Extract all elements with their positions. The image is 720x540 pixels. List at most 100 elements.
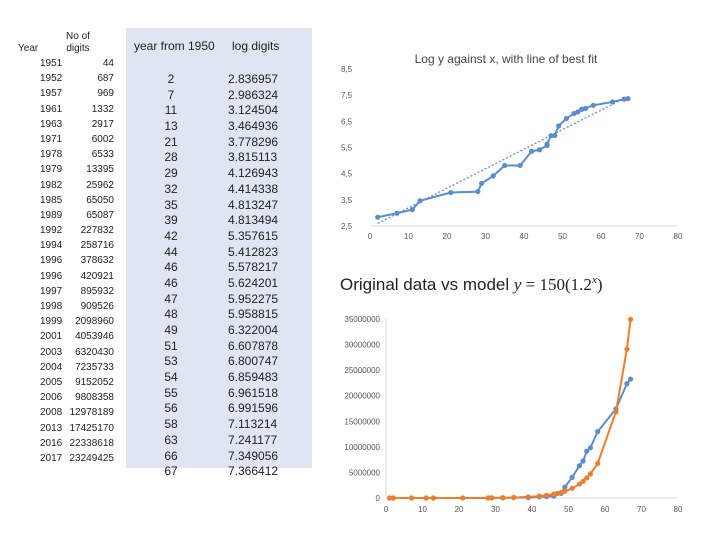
original-data-line — [389, 378, 632, 499]
best-fit-trendline — [377, 95, 629, 224]
log-data-point — [417, 198, 423, 204]
table1-row: 1982 25962 — [18, 178, 114, 193]
y-tick-label: 4,5 — [341, 170, 353, 179]
table1-row: 1957 969 — [18, 86, 114, 101]
table2-row: 46 5.578217 — [128, 260, 316, 276]
log-data-point — [448, 189, 454, 196]
x-tick-label: 30 — [491, 505, 500, 514]
log-chart: Log y against x, with line of best fit 8… — [341, 52, 683, 241]
table1-row: 1998 909526 — [18, 299, 114, 314]
table1-digits-cell: 17425170 — [69, 422, 115, 434]
table1-row: 2005 9152052 — [18, 375, 114, 390]
model-chart-title-y: y — [512, 275, 522, 294]
table1-row: 1989 65087 — [18, 208, 114, 223]
original-data-point — [576, 463, 583, 469]
x-tick-label: 50 — [564, 505, 573, 514]
log-data-point — [556, 123, 562, 129]
table2-log-cell: 4.813494 — [228, 213, 279, 228]
table1-digits-cell: 23249425 — [69, 452, 115, 464]
table2-x-cell: 54 — [164, 370, 178, 385]
table2-x-cell: 48 — [164, 307, 178, 322]
model-point — [627, 316, 634, 323]
year-from-1950-header: year from 1950 — [134, 39, 215, 53]
table2-x-cell: 29 — [164, 166, 178, 181]
table1-row: 1996 420921 — [18, 269, 114, 284]
table1-year-cell: 2004 — [40, 361, 63, 373]
model-point — [624, 346, 630, 352]
table2-log-cell: 6.961518 — [228, 385, 279, 400]
table1-year-cell: 1982 — [40, 179, 63, 191]
log-series — [375, 96, 631, 220]
log-series-line — [377, 97, 629, 219]
table2-log-cell: 4.126943 — [228, 166, 279, 181]
model-point — [576, 481, 583, 487]
y-tick-label: 0 — [376, 494, 381, 503]
table1-row: 1978 6533 — [18, 147, 114, 162]
table1-year-cell: 2001 — [40, 331, 63, 343]
model-point — [489, 495, 495, 501]
model-point — [587, 471, 593, 477]
table1-year-cell: 2005 — [40, 376, 63, 388]
y-tick-label: 35000000 — [344, 315, 380, 324]
model-chart-title: Original data vs model y = 150(1.2x) — [340, 274, 602, 294]
table2-row: 46 5.624201 — [128, 276, 316, 292]
y-tick-label: 10000000 — [344, 443, 380, 452]
table1-year-cell: 1961 — [40, 103, 63, 115]
table2-log-cell: 6.322004 — [228, 323, 279, 337]
y-tick-label: 2,5 — [341, 222, 353, 231]
original-data-point — [587, 445, 593, 451]
table2-shade-col2 — [216, 28, 312, 468]
x-tick-label: 30 — [481, 232, 490, 241]
table1-digits-cell: 6533 — [91, 149, 114, 161]
table1-digits-cell: 4053946 — [75, 331, 114, 343]
digits-header: No of digits — [58, 31, 98, 55]
model-point — [536, 493, 542, 499]
table1-digits-cell: 2098960 — [75, 316, 114, 328]
table1-year-cell: 1999 — [40, 316, 63, 328]
table1-year-cell: 1985 — [40, 194, 63, 206]
log-data-point — [583, 105, 589, 112]
table2-log-cell: 5.578217 — [228, 260, 279, 275]
table2-x-cell: 58 — [164, 417, 178, 432]
table1-digits-cell: 420921 — [80, 270, 114, 282]
table2-row: 55 6.961518 — [128, 386, 316, 402]
model-point — [544, 492, 550, 498]
table1-digits-cell: 65087 — [86, 209, 114, 221]
table1-year-cell: 1996 — [40, 255, 63, 267]
model-series — [387, 316, 634, 501]
table1-digits-cell: 12978189 — [69, 407, 115, 419]
table2-row: 21 3.778296 — [128, 135, 316, 151]
model-point — [525, 494, 531, 500]
table2-log-cell: 2.986324 — [228, 87, 279, 102]
table1-row: 1971 6002 — [18, 132, 114, 147]
table1-digits-cell: 6002 — [91, 133, 114, 145]
y-tick-label: 8,5 — [341, 65, 353, 74]
y-tick-label: 5000000 — [349, 468, 381, 477]
x-tick-label: 20 — [455, 505, 464, 514]
model-chart: Original data vs model y = 150(1.2x) 350… — [340, 274, 683, 514]
table2-row: 2 2.836957 — [128, 72, 316, 88]
table1-row: 2017 23249425 — [18, 451, 114, 466]
y-tick-label: 7,5 — [341, 91, 353, 100]
table2-x-cell: 47 — [164, 291, 178, 306]
table2-x-cell: 46 — [164, 260, 178, 275]
table2-log-cell: 5.357615 — [228, 228, 279, 243]
table2-x-cell: 66 — [164, 448, 178, 463]
table2-row: 13 3.464936 — [128, 119, 316, 135]
log-data-point — [625, 96, 631, 102]
table2-log-cell: 7.349056 — [228, 448, 279, 463]
table2-row: 63 7.241177 — [128, 433, 316, 449]
table2-log-cell: 6.991596 — [228, 401, 279, 416]
model-chart-title-exp: x — [591, 274, 597, 286]
table1-row: 1992 227832 — [18, 223, 114, 238]
table1-digits-cell: 969 — [97, 88, 114, 100]
model-point — [423, 495, 429, 501]
x-tick-label: 40 — [528, 505, 537, 514]
table1-year-cell: 1992 — [40, 225, 63, 237]
table2-log-cell: 3.815113 — [228, 150, 278, 165]
table1-row: 2006 9808358 — [18, 390, 114, 405]
table1-row: 2001 4053946 — [18, 329, 114, 344]
original-data-point — [627, 376, 634, 382]
table1-year-cell: 1997 — [40, 285, 63, 297]
table2-x-cell: 49 — [164, 323, 178, 337]
